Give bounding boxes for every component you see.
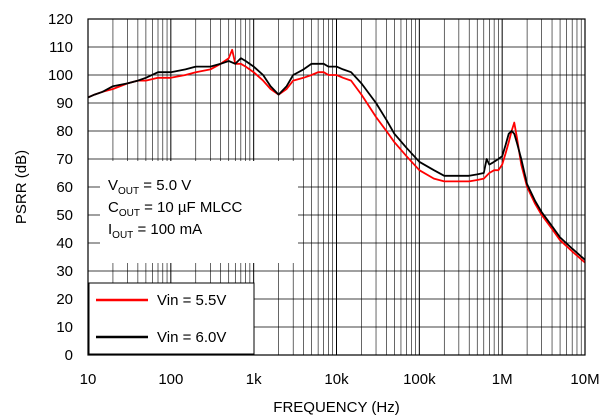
y-tick-label: 0	[65, 347, 73, 364]
legend: Vin = 5.5V Vin = 6.0V	[88, 282, 255, 355]
legend-label-vin-6-0v: Vin = 6.0V	[157, 329, 226, 346]
y-tick-label: 10	[56, 319, 73, 336]
y-tick-labels: 0 10 20 30 40 50 60 70 80 90 100 110 120	[48, 11, 73, 364]
annotation-vout: VOUT = 5.0 V	[108, 177, 191, 197]
x-tick-label: 10k	[324, 371, 349, 388]
x-tick-label: 100	[158, 371, 183, 388]
y-tick-label: 100	[48, 67, 73, 84]
plot-frame	[87, 18, 586, 356]
y-tick-label: 80	[56, 123, 73, 140]
x-tick-label: 1M	[492, 371, 513, 388]
annotation-background	[100, 161, 298, 263]
y-tick-label: 70	[56, 151, 73, 168]
y-tick-label: 90	[56, 95, 73, 112]
y-tick-label: 50	[56, 207, 73, 224]
x-axis-title: FREQUENCY (Hz)	[273, 399, 399, 416]
annotation-cout: COUT = 10 µF MLCC	[108, 199, 243, 219]
annotation-iout: IOUT = 100 mA	[108, 221, 202, 241]
annotation-box: VOUT = 5.0 V COUT = 10 µF MLCC IOUT = 10…	[100, 161, 298, 263]
y-tick-label: 30	[56, 263, 73, 280]
y-tick-label: 110	[49, 39, 73, 56]
y-tick-label: 60	[56, 179, 73, 196]
y-tick-label: 40	[56, 235, 73, 252]
y-axis-title: PSRR (dB)	[13, 150, 30, 224]
x-tick-label: 10	[80, 371, 97, 388]
x-tick-label: 1k	[246, 371, 262, 388]
series-line-vin-6-0v	[87, 57, 586, 261]
legend-label-vin-5-5v: Vin = 5.5V	[157, 292, 226, 309]
x-tick-label: 10M	[570, 371, 599, 388]
y-tick-label: 20	[56, 291, 73, 308]
series-group	[87, 48, 586, 264]
x-tick-label: 100k	[403, 371, 436, 388]
y-tick-label: 120	[48, 11, 73, 28]
legend-box	[88, 282, 255, 355]
x-tick-labels: 10 100 1k 10k 100k 1M 10M	[80, 371, 600, 388]
